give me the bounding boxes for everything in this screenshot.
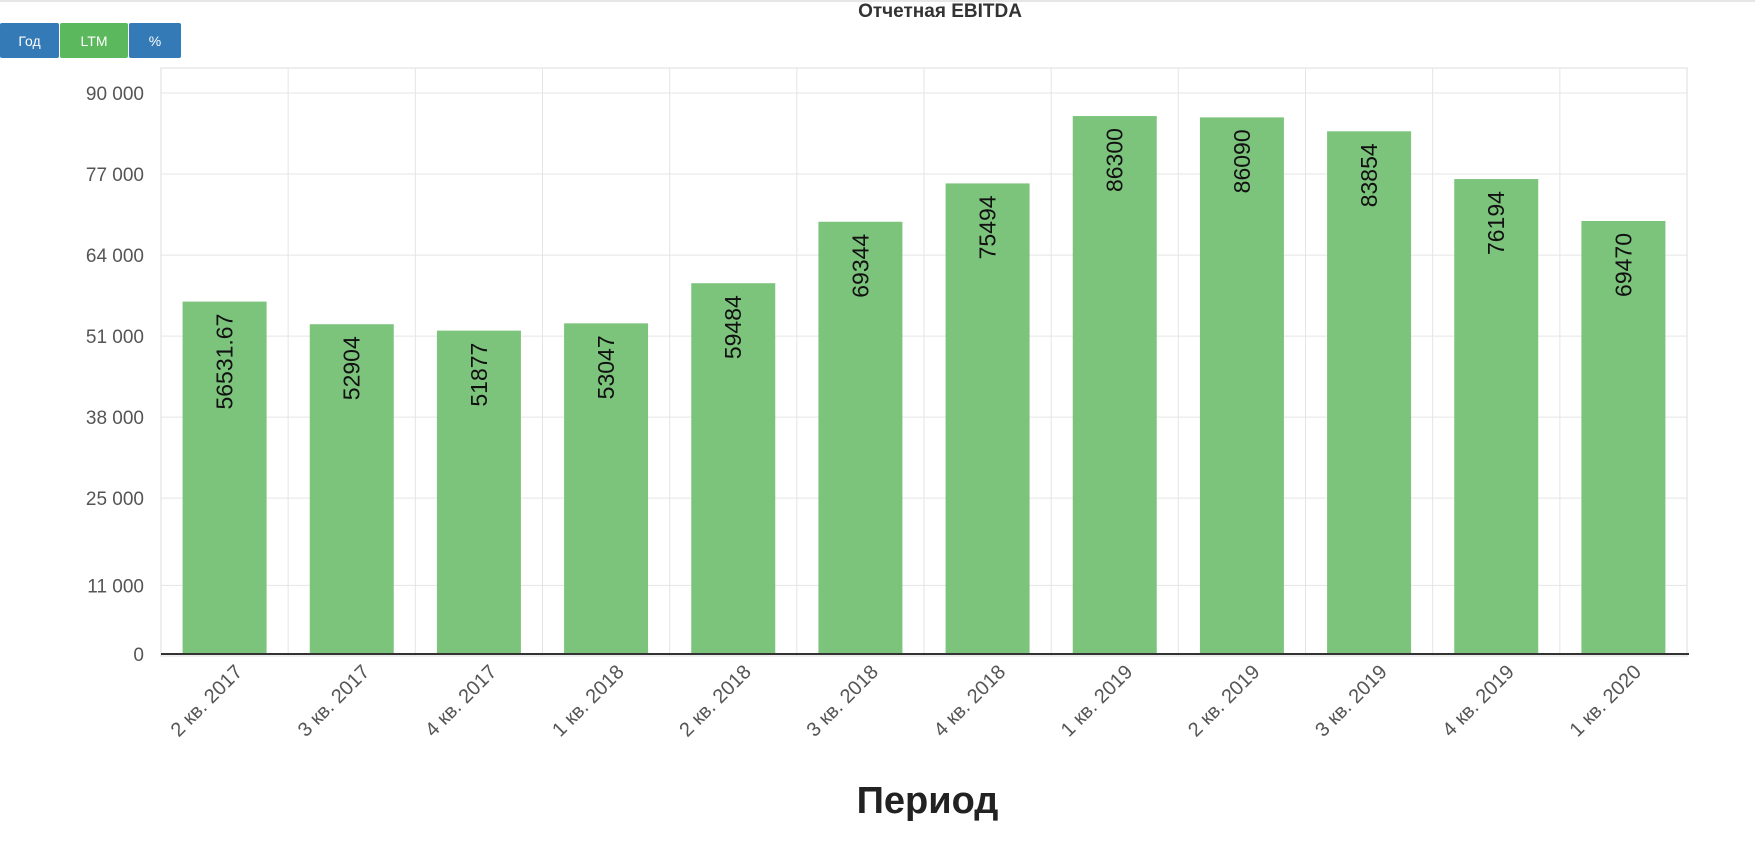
y-tick-label: 0: [133, 645, 144, 666]
bar: [818, 221, 903, 654]
x-tick-label: 4 кв. 2018: [930, 661, 1010, 741]
data-label: 52904: [339, 336, 365, 400]
year-button[interactable]: Год: [0, 23, 59, 58]
x-tick-label: 4 кв. 2019: [1438, 661, 1518, 741]
x-tick-label: 4 кв. 2017: [421, 661, 501, 741]
bar: [945, 183, 1030, 655]
y-tick-label: 38 000: [86, 408, 144, 429]
bar: [182, 301, 267, 654]
bar: [309, 324, 394, 654]
period-toggle-group: Год LTM %: [0, 23, 182, 58]
bar: [564, 323, 649, 654]
x-tick-label: 2 кв. 2018: [675, 661, 755, 741]
bar: [1581, 220, 1666, 654]
bar: [1072, 116, 1157, 654]
x-tick-label: 3 кв. 2019: [1311, 661, 1391, 741]
top-divider: [0, 0, 1755, 2]
data-label: 86090: [1229, 129, 1255, 193]
bar: [691, 283, 776, 654]
x-tick-label: 1 кв. 2020: [1566, 661, 1646, 741]
data-label: 86300: [1102, 128, 1128, 192]
data-label: 51877: [466, 343, 492, 407]
y-tick-label: 51 000: [86, 327, 144, 348]
bar: [1454, 179, 1539, 654]
data-label: 53047: [593, 335, 619, 399]
y-tick-label: 11 000: [87, 576, 144, 597]
data-label: 76194: [1483, 191, 1509, 255]
y-tick-label: 25 000: [86, 489, 144, 510]
x-tick-label: 2 кв. 2019: [1184, 661, 1264, 741]
bar: [1327, 131, 1412, 655]
y-tick-label: 90 000: [86, 84, 144, 105]
x-axis-title: Период: [856, 780, 999, 822]
x-tick-label: 2 кв. 2017: [167, 661, 247, 741]
data-label: 69470: [1610, 233, 1636, 297]
x-tick-label: 3 кв. 2017: [294, 661, 374, 741]
y-tick-label: 64 000: [86, 246, 144, 267]
percent-button[interactable]: %: [129, 23, 181, 58]
ltm-button[interactable]: LTM: [60, 23, 128, 58]
x-tick-label: 1 кв. 2018: [548, 661, 628, 741]
y-tick-label: 77 000: [86, 165, 144, 186]
data-label: 83854: [1356, 143, 1382, 207]
data-label: 56531.67: [212, 314, 238, 410]
data-label: 75494: [975, 195, 1001, 259]
data-label: 59484: [720, 295, 746, 359]
chart-title: Отчетная EBITDA: [858, 1, 1022, 22]
data-label: 69344: [847, 234, 873, 298]
x-tick-label: 3 кв. 2018: [803, 661, 883, 741]
x-tick-label: 1 кв. 2019: [1057, 661, 1137, 741]
bar: [436, 330, 521, 654]
bar: [1199, 117, 1284, 655]
